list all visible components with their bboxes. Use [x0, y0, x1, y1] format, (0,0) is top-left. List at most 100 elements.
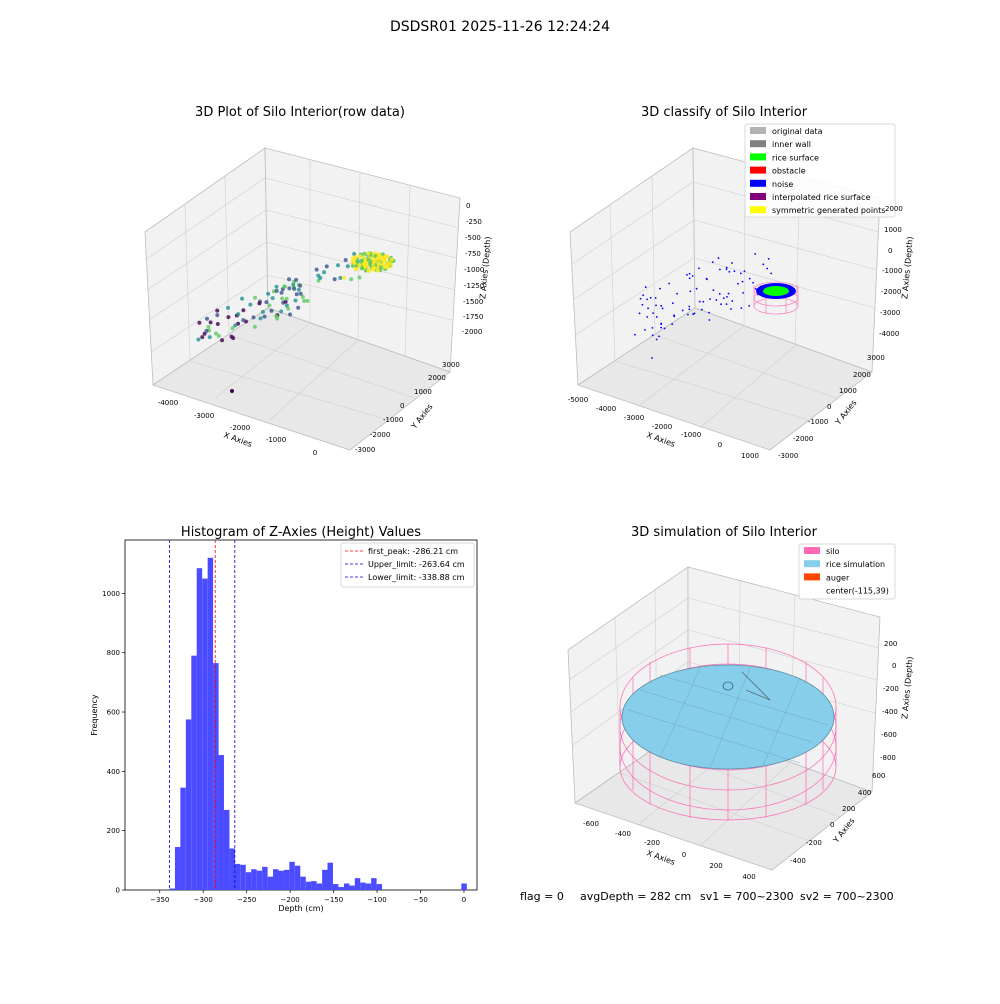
raw-y-tick: 2000	[428, 374, 446, 382]
classify-noise-point	[725, 303, 728, 306]
raw-axes-box	[144, 147, 461, 451]
hist-bar	[229, 848, 235, 890]
classify-noise-point	[698, 267, 700, 270]
classify-noise-point	[671, 323, 674, 326]
hist-bar	[376, 884, 383, 890]
raw-point	[352, 261, 357, 266]
classify-noise-point	[655, 304, 657, 307]
classify-noise-point	[661, 307, 664, 310]
classify-legend: original data inner wall rice surface obsta…	[744, 123, 896, 218]
raw-point	[236, 321, 241, 326]
raw-point	[286, 306, 291, 311]
sim-legend-label: center(-115,39)	[826, 587, 889, 596]
raw-z-ticks: 0 -250 -500 -750 -1000 -1250 -1500 -1750…	[462, 202, 484, 336]
sim-legend-swatch	[804, 547, 820, 554]
raw-point	[378, 265, 383, 270]
raw-point	[384, 265, 389, 270]
sim-legend: silo rice simulation auger center(-115,39)	[798, 543, 896, 600]
raw-point	[269, 308, 274, 313]
raw-point	[302, 298, 307, 303]
raw-y-tick: 0	[400, 402, 404, 410]
raw-point	[229, 334, 234, 339]
raw-point-cloud	[196, 251, 396, 393]
sim-y-tick: 600	[872, 772, 885, 780]
raw-x-ticks: -4000 -3000 -2000 -1000 0	[158, 399, 317, 457]
sim-rice-simulation-surface	[621, 664, 835, 770]
raw-point	[287, 286, 292, 291]
classify-noise-point	[708, 311, 710, 314]
raw-point	[236, 312, 241, 317]
raw-point	[267, 303, 272, 308]
raw-grid	[146, 209, 267, 291]
hist-bar	[218, 755, 224, 890]
hist-bar	[256, 870, 263, 890]
raw-floor	[152, 307, 451, 451]
raw-y-tick: 3000	[442, 361, 460, 369]
hist-y-tick-label: 200	[107, 827, 120, 835]
panel-simulation-3d: 3D simulation of Silo Interior	[567, 525, 915, 881]
raw-z-tick: 0	[466, 202, 470, 210]
raw-point	[389, 257, 394, 262]
raw-z-tick: -750	[465, 250, 481, 258]
sim-center-mark	[722, 681, 734, 691]
raw-point	[215, 308, 220, 313]
raw-point	[230, 389, 234, 393]
classify-grid	[651, 175, 656, 336]
classify-noise-point	[644, 286, 647, 288]
hist-legend-label: Upper_limit: -263.64 cm	[368, 560, 465, 569]
hist-bar	[191, 655, 197, 890]
sim-xlabel: X Axies	[645, 848, 676, 867]
raw-point	[292, 286, 297, 291]
raw-point	[371, 266, 376, 271]
hist-y-tick-label: 0	[116, 887, 120, 895]
classify-noise-point	[718, 268, 721, 271]
hist-bar	[223, 809, 230, 890]
raw-grid	[144, 177, 266, 261]
classify-noise-point	[651, 334, 654, 337]
raw-grid	[404, 184, 411, 357]
classify-z-tick: 1000	[884, 226, 902, 234]
classify-noise-point	[688, 308, 691, 311]
classify-noise-point	[698, 300, 701, 303]
sim-rice-mesh-line	[761, 677, 801, 769]
classify-noise-point	[642, 294, 645, 297]
classify-x-tick: -4000	[596, 405, 616, 413]
hist-x-tick-label: 0	[462, 896, 466, 904]
panel-histogram: Histogram of Z-Axies (Height) Values −35…	[90, 525, 478, 913]
classify-noise-point	[655, 338, 658, 341]
classify-noise-point	[689, 290, 692, 293]
raw-y-tick: 1000	[414, 388, 432, 396]
sim-x-tick: 400	[742, 873, 755, 881]
classify-noise-point	[767, 257, 770, 260]
raw-point	[200, 335, 205, 340]
classify-noise-point	[718, 293, 721, 295]
classify-noise-point	[739, 272, 742, 275]
sim-z-tick: 200	[884, 640, 897, 648]
hist-plot-area	[124, 539, 478, 891]
classify-noise-point	[725, 268, 728, 271]
raw-point	[332, 277, 337, 282]
hist-vlines	[169, 540, 236, 890]
classify-legend-swatch	[750, 140, 766, 148]
hist-bar	[360, 882, 366, 890]
sim-legend-frame	[798, 543, 896, 600]
classify-grid	[693, 219, 878, 271]
classify-y-tick: 2000	[853, 371, 871, 379]
raw-point	[357, 275, 362, 280]
classify-noise-point	[725, 266, 728, 269]
hist-bar	[322, 869, 328, 890]
sim-y-tick: 0	[830, 821, 834, 829]
classify-noise-point	[686, 273, 688, 276]
classify-noise-point	[651, 357, 653, 359]
raw-point	[204, 328, 209, 333]
classify-legend-label: original data	[772, 127, 823, 136]
panel-raw-3d: 3D Plot of Silo Interior(row data)	[144, 105, 493, 457]
raw-point	[287, 277, 292, 282]
classify-noise-point	[641, 303, 644, 306]
raw-point	[360, 266, 365, 271]
raw-point	[251, 315, 256, 320]
hist-x-tick-label: −200	[281, 896, 300, 904]
raw-y-tick: -1000	[383, 416, 403, 424]
classify-grid	[639, 325, 745, 406]
classify-noise-point	[706, 278, 708, 281]
